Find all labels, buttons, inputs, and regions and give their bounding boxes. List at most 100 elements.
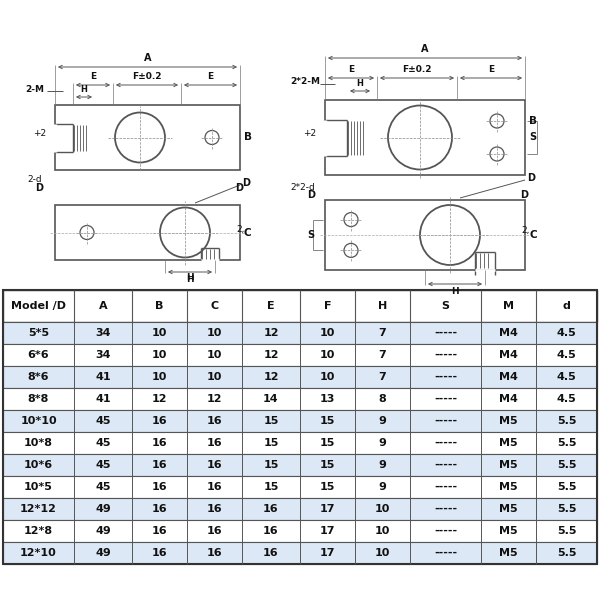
Bar xyxy=(3,520,597,542)
Bar xyxy=(3,344,597,366)
Text: M4: M4 xyxy=(499,372,518,382)
Text: 10: 10 xyxy=(152,328,167,338)
Text: 34: 34 xyxy=(95,350,111,360)
Text: 12: 12 xyxy=(263,350,279,360)
Text: 10: 10 xyxy=(207,372,222,382)
Text: Model /D: Model /D xyxy=(11,301,66,311)
Bar xyxy=(3,388,597,410)
Text: 9: 9 xyxy=(379,482,386,492)
Bar xyxy=(3,290,597,564)
Text: 15: 15 xyxy=(320,416,335,426)
Text: H: H xyxy=(356,79,364,88)
Text: 16: 16 xyxy=(263,548,279,558)
Text: D: D xyxy=(527,173,535,183)
Text: E: E xyxy=(208,72,214,81)
Text: H: H xyxy=(378,301,387,311)
Text: 2-d: 2-d xyxy=(27,175,41,185)
Text: 9: 9 xyxy=(379,438,386,448)
Text: 49: 49 xyxy=(95,548,111,558)
Text: H: H xyxy=(186,275,194,283)
Text: -----: ----- xyxy=(434,460,457,470)
Text: 16: 16 xyxy=(206,548,223,558)
Text: -----: ----- xyxy=(434,548,457,558)
Text: 5.5: 5.5 xyxy=(557,504,576,514)
Text: -----: ----- xyxy=(434,482,457,492)
Text: 12: 12 xyxy=(207,394,222,404)
Text: 16: 16 xyxy=(152,526,167,536)
Text: 4.5: 4.5 xyxy=(557,350,577,360)
Bar xyxy=(3,290,597,322)
Text: 12*10: 12*10 xyxy=(20,548,57,558)
Text: 10*8: 10*8 xyxy=(24,438,53,448)
Text: 5*5: 5*5 xyxy=(28,328,49,338)
Text: D: D xyxy=(242,178,250,188)
Text: 16: 16 xyxy=(206,460,223,470)
Text: 16: 16 xyxy=(206,438,223,448)
Text: 12*8: 12*8 xyxy=(24,526,53,536)
Text: 15: 15 xyxy=(320,438,335,448)
Text: M4: M4 xyxy=(499,328,518,338)
Text: E: E xyxy=(90,72,96,81)
Text: 10: 10 xyxy=(375,548,390,558)
Text: 45: 45 xyxy=(95,416,111,426)
Text: 16: 16 xyxy=(206,416,223,426)
Text: 7: 7 xyxy=(379,350,386,360)
Text: B: B xyxy=(155,301,164,311)
Text: C: C xyxy=(211,301,218,311)
Text: 16: 16 xyxy=(152,460,167,470)
Text: A: A xyxy=(421,44,429,54)
Text: H: H xyxy=(80,85,88,94)
Text: E: E xyxy=(348,65,354,74)
Text: 5.5: 5.5 xyxy=(557,482,576,492)
Text: 8*8: 8*8 xyxy=(28,394,49,404)
Bar xyxy=(3,366,597,388)
Text: 9: 9 xyxy=(379,460,386,470)
Text: D: D xyxy=(235,183,243,193)
Text: 5.5: 5.5 xyxy=(557,460,576,470)
Text: E: E xyxy=(267,301,275,311)
Text: M5: M5 xyxy=(499,460,518,470)
Text: 8: 8 xyxy=(379,394,386,404)
Text: 2,: 2, xyxy=(236,225,244,234)
Text: 7: 7 xyxy=(379,328,386,338)
Text: 15: 15 xyxy=(320,482,335,492)
Bar xyxy=(3,498,597,520)
Text: 10: 10 xyxy=(152,350,167,360)
Text: D: D xyxy=(520,190,528,200)
Text: D: D xyxy=(307,190,315,200)
Text: M4: M4 xyxy=(499,350,518,360)
Text: F±0.2: F±0.2 xyxy=(132,72,162,81)
Text: 10: 10 xyxy=(320,372,335,382)
Text: M5: M5 xyxy=(499,482,518,492)
Text: 16: 16 xyxy=(152,416,167,426)
Text: 49: 49 xyxy=(95,504,111,514)
Bar xyxy=(3,542,597,564)
Text: A: A xyxy=(98,301,107,311)
Text: 15: 15 xyxy=(263,460,278,470)
Bar xyxy=(325,200,525,270)
Text: 45: 45 xyxy=(95,438,111,448)
Text: M: M xyxy=(503,301,514,311)
Text: -----: ----- xyxy=(434,416,457,426)
Bar xyxy=(55,205,240,260)
Text: 2,: 2, xyxy=(521,226,529,235)
Bar xyxy=(55,105,240,170)
Text: M5: M5 xyxy=(499,526,518,536)
Text: 41: 41 xyxy=(95,394,111,404)
Text: M4: M4 xyxy=(499,394,518,404)
Text: -----: ----- xyxy=(434,372,457,382)
Text: 9: 9 xyxy=(379,416,386,426)
Text: 10*10: 10*10 xyxy=(20,416,57,426)
Text: 7: 7 xyxy=(379,372,386,382)
Text: 16: 16 xyxy=(152,504,167,514)
Text: 16: 16 xyxy=(152,482,167,492)
Text: 4.5: 4.5 xyxy=(557,394,577,404)
Text: 17: 17 xyxy=(320,526,335,536)
Bar xyxy=(3,322,597,344)
Text: 15: 15 xyxy=(263,482,278,492)
Text: B: B xyxy=(529,116,537,126)
Text: 16: 16 xyxy=(152,438,167,448)
Text: B: B xyxy=(244,133,252,142)
Text: +2: +2 xyxy=(303,129,316,138)
Text: 45: 45 xyxy=(95,482,111,492)
